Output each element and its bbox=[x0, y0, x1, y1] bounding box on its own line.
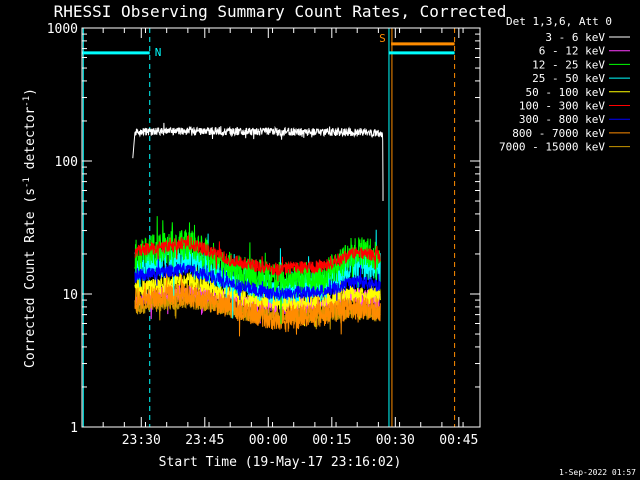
series-line bbox=[134, 216, 381, 325]
y-axis-label: Corrected Count Rate (s-1 detector-1) bbox=[22, 88, 38, 368]
legend-label: 50 - 100 keV bbox=[526, 86, 606, 99]
chart-title: RHESSI Observing Summary Count Rates, Co… bbox=[54, 2, 507, 21]
series-line bbox=[134, 264, 381, 337]
x-tick-label: 00:30 bbox=[376, 433, 415, 448]
series-line bbox=[132, 122, 384, 201]
series-line bbox=[134, 234, 381, 282]
legend-label: 25 - 50 keV bbox=[532, 72, 605, 85]
x-tick-label: 23:45 bbox=[185, 433, 224, 448]
y-tick-label: 1000 bbox=[47, 22, 78, 37]
y-tick-label: 1 bbox=[70, 421, 78, 436]
x-tick-label: 00:00 bbox=[249, 433, 288, 448]
legend-label: 12 - 25 keV bbox=[532, 58, 605, 71]
legend-label: 7000 - 15000 keV bbox=[499, 141, 605, 154]
series-line bbox=[134, 258, 381, 328]
plot-frame bbox=[81, 27, 481, 428]
legend-label: 100 - 300 keV bbox=[519, 100, 605, 113]
y-tick-label: 100 bbox=[55, 155, 78, 170]
flag-label: S bbox=[379, 32, 386, 45]
x-tick-label: 00:45 bbox=[439, 433, 478, 448]
x-tick-label: 23:30 bbox=[122, 433, 161, 448]
flag-label: N bbox=[155, 46, 162, 59]
series-line bbox=[134, 255, 381, 303]
x-axis-label: Start Time (19-May-17 23:16:02) bbox=[159, 455, 402, 470]
legend-title: Det 1,3,6, Att 0 bbox=[506, 15, 612, 28]
footer-timestamp: 1-Sep-2022 01:57 bbox=[559, 468, 636, 477]
x-tick-label: 00:15 bbox=[312, 433, 351, 448]
y-tick-label: 10 bbox=[62, 288, 78, 303]
legend-label: 800 - 7000 keV bbox=[512, 127, 605, 140]
legend-label: 6 - 12 keV bbox=[539, 45, 606, 58]
legend-label: 3 - 6 keV bbox=[545, 31, 605, 44]
legend-label: 300 - 800 keV bbox=[519, 113, 605, 126]
